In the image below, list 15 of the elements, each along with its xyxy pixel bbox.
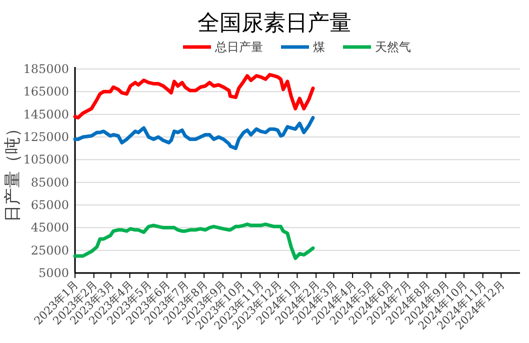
chart-title: 全国尿素日产量 [198, 11, 352, 36]
legend-label: 总日产量 [214, 40, 263, 54]
legend-label: 煤 [313, 40, 325, 54]
y-tick-label: 85000 [30, 175, 69, 190]
y-tick-label: 45000 [30, 220, 69, 235]
legend-label: 天然气 [375, 40, 411, 54]
y-tick-label: 105000 [23, 152, 69, 167]
y-tick-label: 25000 [30, 243, 69, 258]
y-axis-title: 日产量（吨） [3, 120, 23, 222]
y-tick-label: 185000 [23, 62, 69, 76]
y-tick-label: 65000 [30, 198, 69, 212]
y-tick-label: 5000 [38, 266, 69, 280]
y-tick-label: 165000 [23, 84, 69, 99]
y-tick-label: 145000 [23, 107, 69, 122]
y-tick-label: 125000 [23, 130, 69, 144]
